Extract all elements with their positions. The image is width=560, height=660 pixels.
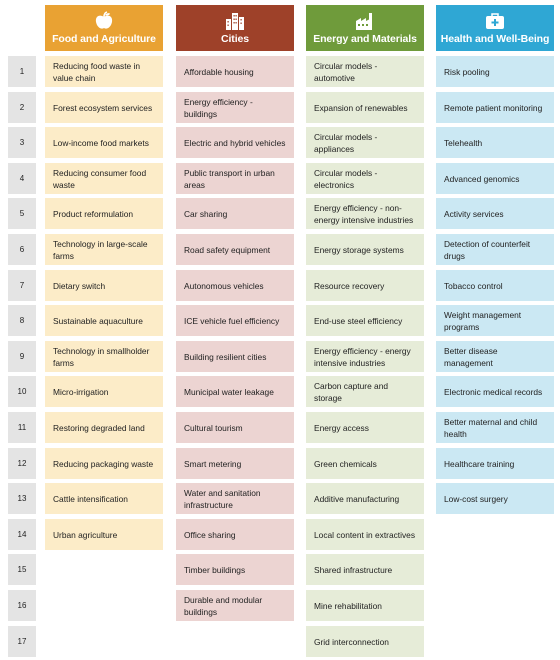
row-number: 16 <box>8 590 36 621</box>
cell-cities: Building resilient cities <box>176 341 294 372</box>
cell-health: Better disease management <box>436 341 554 372</box>
cell-energy: Energy storage systems <box>306 234 424 265</box>
cell-energy: Grid interconnection <box>306 626 424 657</box>
cell-health: Tobacco control <box>436 270 554 301</box>
factory-icon <box>356 13 372 30</box>
cell-food: Micro-irrigation <box>45 376 163 407</box>
row-number: 2 <box>8 92 36 123</box>
cell-cities: Durable and modular buildings <box>176 590 294 621</box>
cell-food: Reducing food waste in value chain <box>45 56 163 87</box>
cell-food: Low-income food markets <box>45 127 163 158</box>
medical-kit-icon <box>486 13 504 29</box>
row-number: 10 <box>8 376 36 407</box>
cell-energy: Mine rehabilitation <box>306 590 424 621</box>
cell-cities: Car sharing <box>176 198 294 229</box>
row-number: 13 <box>8 483 36 514</box>
cell-cities: Smart metering <box>176 448 294 479</box>
header-title: Health and Well-Being <box>440 33 550 45</box>
row-number: 11 <box>8 412 36 443</box>
cell-energy: Circular models - automotive <box>306 56 424 87</box>
cell-energy: Resource recovery <box>306 270 424 301</box>
row-number: 4 <box>8 163 36 194</box>
header-title: Food and Agriculture <box>52 33 156 45</box>
cell-cities: Road safety equipment <box>176 234 294 265</box>
cell-cities: ICE vehicle fuel efficiency <box>176 305 294 336</box>
cell-cities: Office sharing <box>176 519 294 550</box>
row-number: 8 <box>8 305 36 336</box>
cell-cities: Energy efficiency - buildings <box>176 92 294 123</box>
header-energy-and-materials: Energy and Materials <box>306 5 424 51</box>
apple-icon <box>95 11 113 29</box>
cell-health: Electronic medical records <box>436 376 554 407</box>
cell-food: Forest ecosystem services <box>45 92 163 123</box>
city-buildings-icon <box>226 13 244 30</box>
cell-energy: Local content in extractives <box>306 519 424 550</box>
cell-food: Technology in large-scale farms <box>45 234 163 265</box>
cell-cities: Autonomous vehicles <box>176 270 294 301</box>
cell-health: Activity services <box>436 198 554 229</box>
row-number: 15 <box>8 554 36 585</box>
cell-food: Restoring degraded land <box>45 412 163 443</box>
header-cities: Cities <box>176 5 294 51</box>
row-number: 5 <box>8 198 36 229</box>
cell-health: Better maternal and child health <box>436 412 554 443</box>
cell-food: Reducing consumer food waste <box>45 163 163 194</box>
cell-health: Healthcare training <box>436 448 554 479</box>
cell-food: Cattle intensification <box>45 483 163 514</box>
cell-food: Dietary switch <box>45 270 163 301</box>
cell-energy: Circular models - appliances <box>306 127 424 158</box>
cell-cities: Public transport in urban areas <box>176 163 294 194</box>
cell-cities: Electric and hybrid vehicles <box>176 127 294 158</box>
cell-energy: End-use steel efficiency <box>306 305 424 336</box>
cell-cities: Municipal water leakage <box>176 376 294 407</box>
cell-energy: Additive manufacturing <box>306 483 424 514</box>
cell-energy: Energy access <box>306 412 424 443</box>
cell-health: Telehealth <box>436 127 554 158</box>
cell-cities: Timber buildings <box>176 554 294 585</box>
row-number: 7 <box>8 270 36 301</box>
cell-energy: Expansion of renewables <box>306 92 424 123</box>
row-number: 17 <box>8 626 36 657</box>
cell-energy: Green chemicals <box>306 448 424 479</box>
cell-health: Low-cost surgery <box>436 483 554 514</box>
cell-food: Reducing packaging waste <box>45 448 163 479</box>
cell-energy: Energy efficiency - energy intensive ind… <box>306 341 424 372</box>
cell-health: Advanced genomics <box>436 163 554 194</box>
header-title: Energy and Materials <box>313 33 417 45</box>
header-food-and-agriculture: Food and Agriculture <box>45 5 163 51</box>
cell-cities: Water and sanitation infrastructure <box>176 483 294 514</box>
cell-energy: Carbon capture and storage <box>306 376 424 407</box>
row-number: 1 <box>8 56 36 87</box>
cell-food: Technology in smallholder farms <box>45 341 163 372</box>
cell-energy: Shared infrastructure <box>306 554 424 585</box>
cell-health: Weight management programs <box>436 305 554 336</box>
row-number: 6 <box>8 234 36 265</box>
header-title: Cities <box>221 33 249 45</box>
row-number: 14 <box>8 519 36 550</box>
cell-food: Urban agriculture <box>45 519 163 550</box>
cell-health: Remote patient monitoring <box>436 92 554 123</box>
cell-food: Sustainable aquaculture <box>45 305 163 336</box>
row-number: 12 <box>8 448 36 479</box>
row-number: 3 <box>8 127 36 158</box>
cell-cities: Cultural tourism <box>176 412 294 443</box>
cell-health: Detection of counterfeit drugs <box>436 234 554 265</box>
cell-energy: Energy efficiency - non-energy intensive… <box>306 198 424 229</box>
cell-energy: Circular models - electronics <box>306 163 424 194</box>
cell-cities: Affordable housing <box>176 56 294 87</box>
cell-health: Risk pooling <box>436 56 554 87</box>
header-health-and-well-being: Health and Well-Being <box>436 5 554 51</box>
row-number: 9 <box>8 341 36 372</box>
cell-food: Product reformulation <box>45 198 163 229</box>
